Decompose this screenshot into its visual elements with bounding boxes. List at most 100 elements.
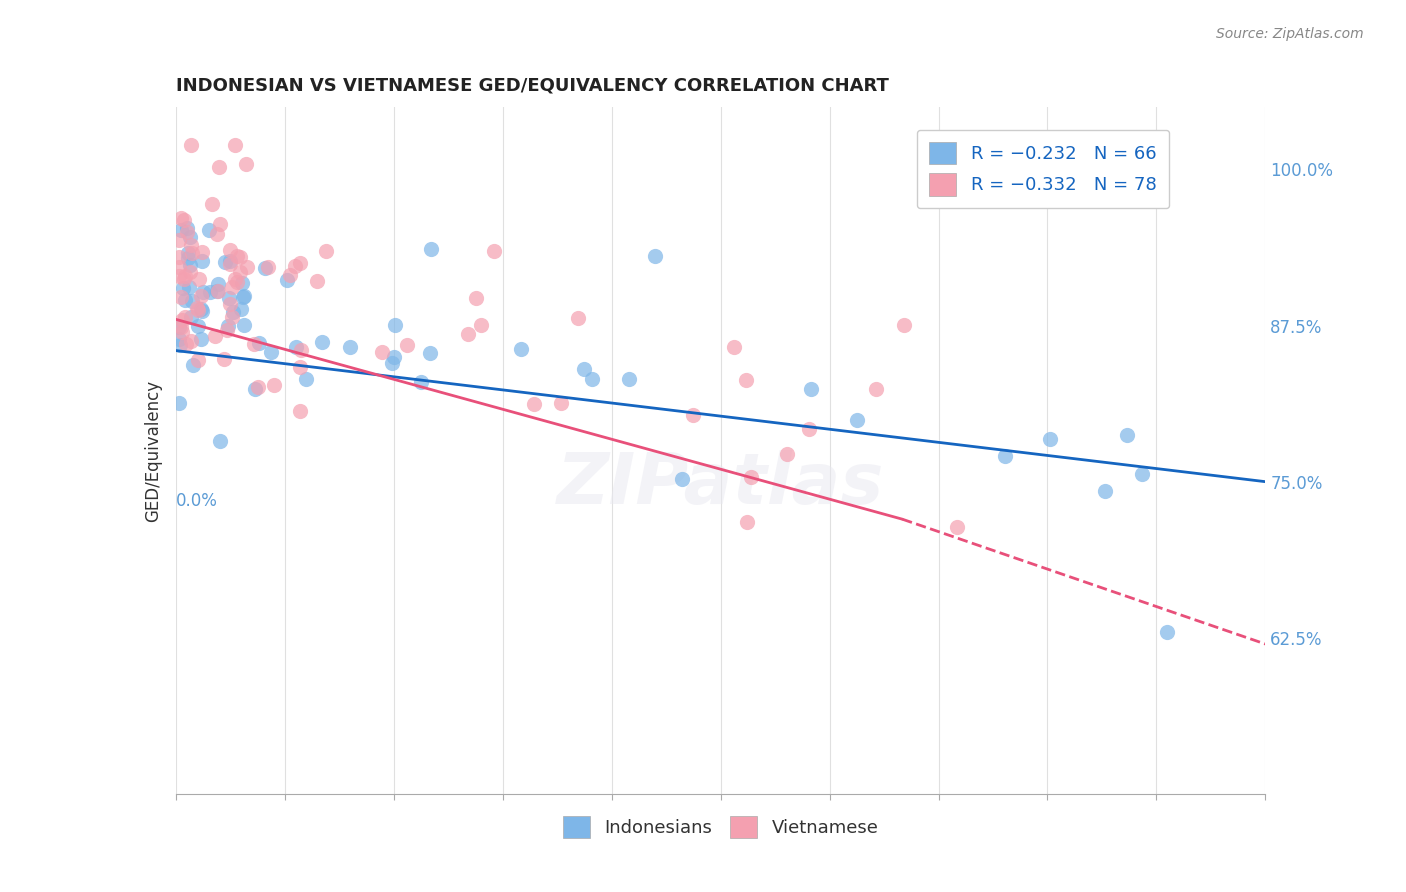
Point [249, 335, 271, 350]
Point [207, 277, 229, 291]
Point [1094, 484, 1116, 499]
Point [224, 272, 246, 286]
Point [572, 362, 595, 376]
Point [235, 260, 257, 274]
Point [187, 303, 209, 318]
Point [177, 252, 200, 266]
Point [221, 310, 243, 324]
Point [740, 469, 762, 483]
Point [845, 412, 868, 426]
Point [1130, 467, 1153, 482]
Point [229, 250, 252, 264]
Point [420, 243, 443, 257]
Point [198, 223, 221, 237]
Point [243, 336, 266, 351]
Point [734, 372, 756, 386]
Point [169, 211, 191, 225]
Point [170, 313, 193, 327]
Point [169, 250, 191, 264]
Point [644, 249, 666, 263]
Point [205, 227, 228, 241]
Point [276, 272, 298, 286]
Point [457, 326, 479, 341]
Point [384, 318, 406, 332]
Point [190, 332, 212, 346]
Point [180, 334, 202, 349]
Point [191, 285, 214, 300]
Point [775, 447, 797, 461]
Point [190, 289, 212, 303]
Point [208, 434, 231, 448]
Point [179, 230, 201, 244]
Point [188, 271, 211, 285]
Point [179, 265, 201, 279]
Point [735, 515, 758, 529]
Point [169, 338, 191, 352]
Point [257, 260, 280, 274]
Point [470, 318, 492, 332]
Point [169, 395, 191, 409]
Point [214, 351, 236, 366]
Point [169, 268, 191, 283]
Point [247, 380, 270, 394]
Point [169, 223, 191, 237]
Point [186, 318, 208, 333]
Point [219, 296, 242, 310]
Point [181, 294, 204, 309]
Point [371, 344, 394, 359]
Point [278, 268, 301, 282]
Point [288, 404, 311, 418]
Point [181, 359, 204, 373]
Point [231, 276, 253, 290]
Point [187, 353, 209, 368]
Point [191, 254, 214, 268]
Point [174, 310, 197, 324]
Point [172, 325, 194, 339]
Point [205, 285, 228, 299]
Point [260, 345, 283, 359]
Point [384, 350, 406, 364]
Point [180, 237, 202, 252]
Point [222, 305, 245, 319]
Point [339, 340, 361, 354]
Point [169, 234, 191, 248]
Point [208, 217, 231, 231]
Point [231, 290, 253, 304]
Point [305, 274, 328, 288]
Point [180, 137, 202, 152]
Point [179, 258, 201, 272]
Point [510, 343, 533, 357]
Point [170, 290, 193, 304]
Point [215, 322, 238, 336]
Point [994, 449, 1017, 463]
Y-axis label: GED/Equivalency: GED/Equivalency [143, 379, 162, 522]
Point [288, 256, 311, 270]
Point [617, 372, 640, 386]
Text: INDONESIAN VS VIETNAMESE GED/EQUIVALENCY CORRELATION CHART: INDONESIAN VS VIETNAMESE GED/EQUIVALENCY… [176, 77, 889, 95]
Point [191, 245, 214, 260]
Point [1039, 432, 1062, 446]
Point [233, 289, 256, 303]
Point [173, 272, 195, 286]
Point [225, 250, 247, 264]
Point [176, 225, 198, 239]
Point [581, 372, 603, 386]
Point [177, 246, 200, 260]
Point [179, 280, 201, 294]
Point [221, 280, 243, 294]
Point [523, 397, 546, 411]
Point [172, 280, 194, 294]
Point [567, 311, 589, 326]
Point [381, 356, 404, 370]
Point [235, 157, 257, 171]
Point [224, 137, 246, 152]
Point [170, 319, 193, 334]
Point [219, 257, 242, 271]
Point [201, 197, 224, 211]
Point [218, 291, 240, 305]
Point [226, 275, 249, 289]
Point [169, 331, 191, 345]
Point [229, 265, 252, 279]
Point [180, 310, 202, 324]
Point [208, 160, 231, 174]
